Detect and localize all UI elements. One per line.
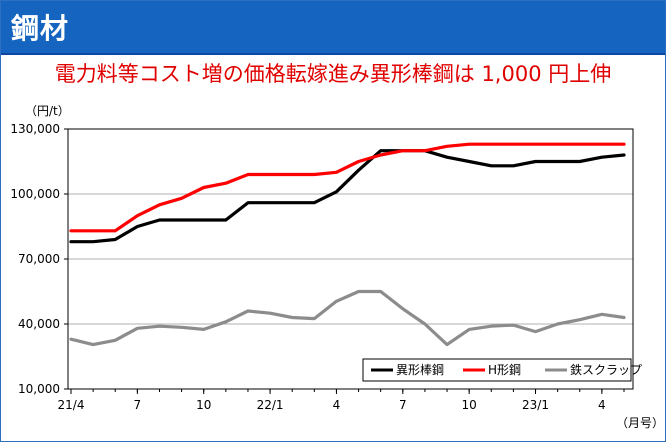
x-tick-label: 23/1 xyxy=(522,398,549,412)
legend-box xyxy=(362,358,632,382)
series-line xyxy=(69,289,626,347)
y-tick-label: 100,000 xyxy=(10,187,60,201)
legend-label: 鉄スクラップ xyxy=(570,362,642,377)
legend: 異形棒鋼 H形鋼 鉄スクラップ xyxy=(362,358,642,382)
header-title: 鋼材 xyxy=(11,12,70,45)
legend-label: 異形棒鋼 xyxy=(396,363,444,377)
y-tick-label: 130,000 xyxy=(10,122,60,136)
y-tick-label: 70,000 xyxy=(18,252,60,266)
x-tick-label: 10 xyxy=(462,398,477,412)
legend-label: H形鋼 xyxy=(488,363,521,377)
x-tick-label: 21/4 xyxy=(58,398,85,412)
y-axis-unit-label: （円/t） xyxy=(25,104,70,118)
chart-title: 電力料等コスト増の価格転嫁進み異形棒鋼は 1,000 円上伸 xyxy=(54,62,612,86)
x-axis-unit-label: （月号） xyxy=(616,416,664,430)
series-line xyxy=(69,142,626,233)
x-tick-label: 7 xyxy=(134,398,142,412)
x-tick-label: 4 xyxy=(333,398,341,412)
y-tick-label: 40,000 xyxy=(18,317,60,331)
y-tick-label: 10,000 xyxy=(18,382,60,396)
grid-lines xyxy=(68,193,633,325)
header-bar: 鋼材 xyxy=(1,1,665,55)
x-tick-label: 10 xyxy=(196,398,211,412)
x-tick-label: 22/1 xyxy=(257,398,284,412)
series-lines xyxy=(69,142,626,347)
axes: 10,000 40,000 70,000 100,000 130,000 21/4 7 10 2… xyxy=(10,122,625,412)
x-tick-label: 7 xyxy=(399,398,407,412)
x-tick-label: 4 xyxy=(598,398,606,412)
series-line xyxy=(69,149,626,244)
